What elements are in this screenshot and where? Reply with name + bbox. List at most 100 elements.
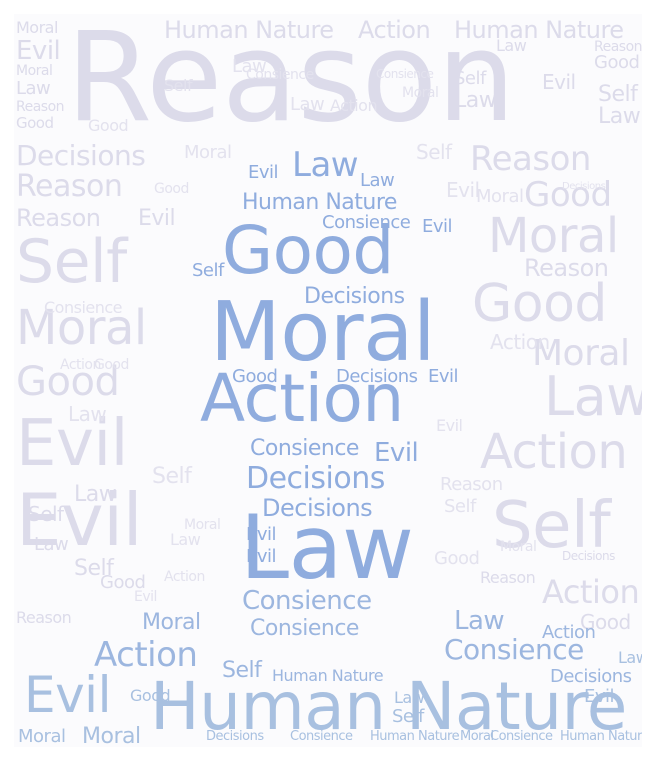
cloud-word-human-nature: Human Nature (164, 16, 334, 44)
cloud-word-evil: Evil (248, 162, 279, 183)
cloud-word-consience: Consience (376, 67, 434, 81)
cloud-word-self: Self (392, 706, 424, 727)
cloud-word-law: Law (454, 606, 505, 636)
cloud-word-law: Law (292, 145, 359, 185)
cloud-word-evil: Evil (446, 178, 480, 202)
cloud-word-self: Self (222, 658, 262, 683)
cloud-word-consience: Consience (242, 586, 372, 616)
cloud-word-decisions: Decisions (16, 139, 146, 172)
cloud-word-law: Law (16, 78, 51, 99)
cloud-word-self: Self (16, 227, 127, 297)
cloud-word-good: Good (154, 181, 189, 197)
cloud-word-reason-huge: Reason (66, 14, 515, 150)
cloud-word-action: Action (358, 16, 431, 44)
cloud-word-reason: Reason (16, 204, 101, 232)
cloud-word-consience: Consience (44, 298, 123, 317)
cloud-word-action: Action (542, 622, 596, 643)
cloud-word-evil: Evil (134, 589, 157, 605)
cloud-word-human-nature: Human Nature (370, 729, 460, 744)
cloud-word-moral: Moral (476, 186, 524, 207)
cloud-word-reason: Reason (16, 608, 72, 627)
cloud-word-action: Action (480, 424, 628, 480)
cloud-word-action: Action (94, 635, 198, 675)
cloud-word-reason: Reason (594, 39, 642, 55)
cloud-word-consience: Consience (490, 729, 553, 744)
cloud-word-good: Good (580, 610, 631, 634)
cloud-word-human-nature: Human Nature (560, 729, 642, 744)
cloud-word-human-nature: Human Nature (242, 190, 397, 215)
cloud-word-action: Action (60, 357, 101, 373)
cloud-word-evil: Evil (24, 666, 111, 724)
cloud-word-evil: Evil (374, 438, 419, 468)
cloud-word-law: Law (170, 530, 201, 549)
cloud-word-action: Action (542, 573, 640, 611)
cloud-word-evil: Evil (436, 416, 463, 435)
cloud-word-reason: Reason (16, 99, 65, 115)
cloud-word-moral: Moral (82, 724, 141, 748)
cloud-word-consience: Consience (322, 212, 411, 233)
cloud-word-decisions: Decisions (262, 494, 373, 522)
cloud-word-action: Action (330, 96, 378, 115)
cloud-word-self: Self (28, 502, 64, 526)
cloud-word-evil: Evil (246, 524, 277, 545)
cloud-word-moral: Moral (210, 285, 436, 380)
cloud-word-reason: Reason (524, 254, 609, 282)
cloud-word-law: Law (618, 648, 642, 667)
cloud-word-law: Law (598, 104, 641, 129)
cloud-word-decisions: Decisions (304, 284, 405, 309)
cloud-word-consience: Consience (250, 436, 359, 461)
cloud-word-good: Good (434, 548, 480, 569)
cloud-word-good: Good (94, 357, 129, 373)
cloud-word-self: Self (444, 496, 476, 517)
cloud-word-self: Self (192, 260, 224, 281)
cloud-word-law: Law (496, 36, 527, 55)
cloud-word-reason: Reason (480, 568, 536, 587)
cloud-word-good: Good (232, 366, 278, 387)
cloud-word-action: Action (200, 360, 404, 437)
cloud-word-decisions: Decisions (206, 729, 264, 744)
cloud-word-reason: Reason (440, 474, 503, 495)
cloud-word-human-nature: Human Nature (272, 666, 384, 685)
cloud-word-consience: Consience (250, 616, 359, 641)
cloud-word-good: Good (16, 114, 54, 132)
cloud-word-good: Good (524, 175, 612, 215)
cloud-word-moral: Moral (488, 208, 619, 264)
cloud-word-decisions: Decisions (562, 549, 615, 563)
cloud-word-evil: Evil (428, 366, 459, 387)
cloud-word-action: Action (164, 569, 205, 585)
cloud-word-reason: Reason (16, 169, 123, 204)
cloud-word-moral: Moral (460, 729, 494, 744)
cloud-word-evil: Evil (422, 216, 453, 237)
cloud-word-law: Law (544, 365, 642, 428)
cloud-word-evil: Evil (16, 407, 128, 481)
cloud-word-law: Law (290, 94, 325, 115)
cloud-word-action: Action (490, 330, 550, 354)
cloud-word-law: Law (360, 170, 395, 191)
cloud-word-moral: Moral (532, 333, 630, 374)
cloud-word-law: Law (74, 482, 117, 507)
cloud-word-moral: Moral (402, 85, 439, 101)
cloud-word-moral: Moral (16, 63, 53, 79)
cloud-word-moral: Moral (142, 610, 201, 635)
cloud-word-good: Good (88, 116, 129, 135)
cloud-word-good: Good (100, 572, 146, 593)
cloud-word-decisions: Decisions (336, 366, 418, 387)
cloud-word-evil: Evil (542, 70, 576, 94)
cloud-word-good: Good (16, 359, 120, 405)
cloud-word-human-nature-large: Human Nature (150, 668, 627, 745)
cloud-word-good: Good (594, 52, 640, 73)
cloud-word-decisions: Decisions (562, 181, 606, 192)
cloud-word-self: Self (74, 556, 114, 581)
cloud-word-good: Good (472, 274, 607, 334)
cloud-word-law: Law (232, 56, 267, 77)
cloud-word-good: Good (222, 212, 394, 289)
cloud-word-law: Law (68, 402, 107, 426)
cloud-word-decisions: Decisions (246, 461, 385, 496)
cloud-word-moral: Moral (184, 517, 221, 533)
cloud-word-moral: Moral (184, 142, 232, 163)
cloud-word-moral: Moral (16, 300, 147, 356)
cloud-word-law: Law (394, 688, 425, 707)
cloud-word-moral: Moral (18, 726, 66, 747)
cloud-word-self: Self (492, 489, 611, 563)
cloud-word-moral: Moral (500, 539, 537, 555)
